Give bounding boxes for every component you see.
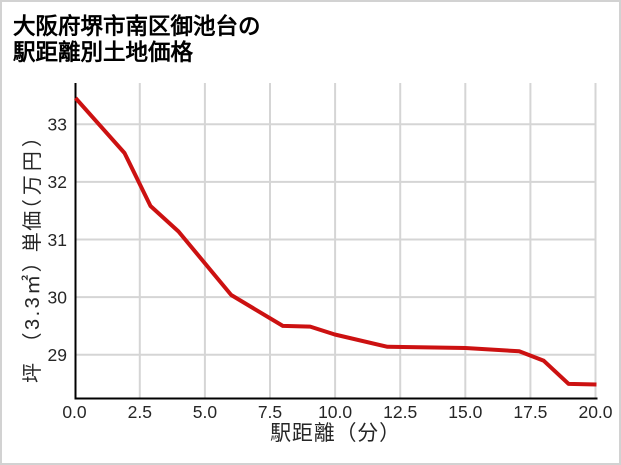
svg-text:2.5: 2.5 <box>128 402 152 422</box>
svg-text:7.5: 7.5 <box>258 402 282 422</box>
svg-text:5.0: 5.0 <box>193 402 218 422</box>
svg-text:駅距離別土地価格: 駅距離別土地価格 <box>13 39 194 65</box>
svg-text:駅距離（分）: 駅距離（分） <box>270 422 401 445</box>
svg-text:32: 32 <box>48 172 67 192</box>
svg-text:17.5: 17.5 <box>513 402 547 422</box>
svg-text:10.0: 10.0 <box>318 402 352 422</box>
svg-text:0.0: 0.0 <box>62 402 87 422</box>
svg-text:坪: 坪 <box>21 363 44 383</box>
svg-text:大阪府堺市南区御池台の: 大阪府堺市南区御池台の <box>13 13 261 39</box>
svg-text:15.0: 15.0 <box>448 402 482 422</box>
svg-text:30: 30 <box>48 287 68 307</box>
svg-text:単価: 単価 <box>21 209 44 252</box>
svg-text:31: 31 <box>48 230 67 250</box>
svg-text:20.0: 20.0 <box>578 402 612 422</box>
svg-text:12.5: 12.5 <box>383 402 417 422</box>
svg-text:33: 33 <box>48 115 67 135</box>
svg-text:（万円）: （万円） <box>21 123 44 219</box>
svg-text:29: 29 <box>48 345 67 365</box>
svg-text:（3.3㎡）: （3.3㎡） <box>20 250 44 353</box>
